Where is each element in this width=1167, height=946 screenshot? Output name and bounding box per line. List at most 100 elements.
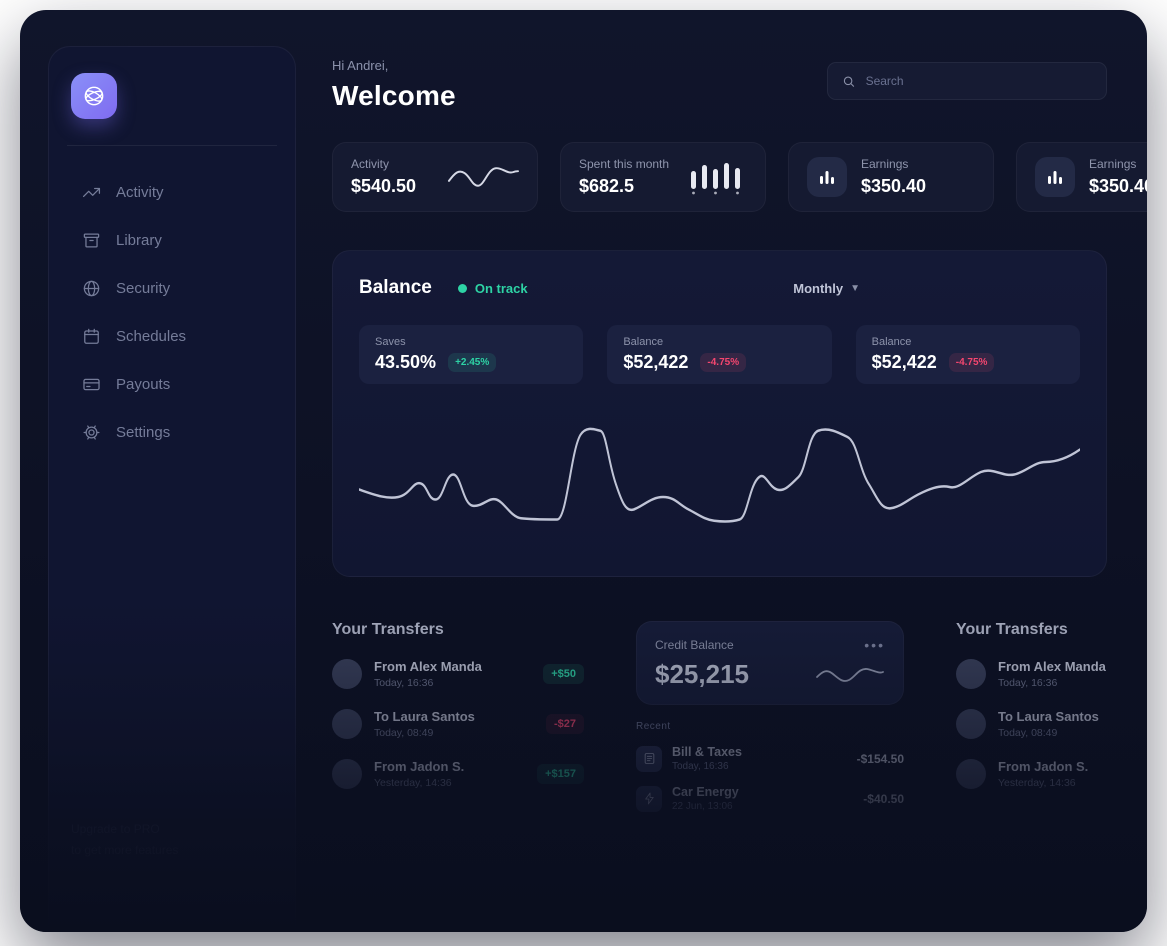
transfers-left: Your Transfers From Alex Manda Today, 16… xyxy=(332,621,584,812)
activity-icon xyxy=(81,182,101,202)
greeting-block: Hi Andrei, Welcome xyxy=(332,58,456,112)
page-title: Welcome xyxy=(332,80,456,111)
balance-card: Balance On track Monthly ▼ Saves 43.50% … xyxy=(332,250,1107,577)
energy-icon xyxy=(636,785,662,812)
sidebar-item-security[interactable]: Security xyxy=(71,264,273,312)
stat-value: $682.5 xyxy=(579,176,635,196)
sidebar-item-label: Schedules xyxy=(116,327,187,345)
bill-icon xyxy=(636,745,662,772)
calendar-icon xyxy=(81,326,101,346)
transfer-row[interactable]: To Laura Santos Today, 08:49 -$27 xyxy=(332,709,584,739)
sidebar-divider xyxy=(67,145,277,146)
transfer-row[interactable]: From Jadon S. Yesterday, 14:36 +$157 xyxy=(332,759,584,789)
transfer-name: To Laura Santos xyxy=(374,709,475,724)
avatar xyxy=(956,659,986,689)
mini-sparkline-icon xyxy=(816,667,884,682)
sidebar-item-activity[interactable]: Activity xyxy=(71,168,273,216)
stat-cards-row: Activity $540.50 Spent this month $682.5 xyxy=(332,142,1147,212)
security-globe-icon xyxy=(81,278,101,298)
metric-saves[interactable]: Saves 43.50% +2.45% xyxy=(359,325,584,384)
gear-icon xyxy=(81,422,101,442)
transfer-amount: +$157 xyxy=(537,764,584,784)
transfer-time: Today, 16:36 xyxy=(374,677,434,689)
stat-card-activity[interactable]: Activity $540.50 xyxy=(332,142,538,212)
search-input[interactable] xyxy=(827,62,1107,100)
sidebar-item-settings[interactable]: Settings xyxy=(71,408,273,456)
transfer-row[interactable]: To Laura Santos Today, 08:49 -$27 xyxy=(956,709,1147,739)
sidebar-item-label: Library xyxy=(116,231,162,249)
credit-balance-value: $25,215 xyxy=(655,659,749,689)
sidebar-nav: Activity Library Security Schedules xyxy=(71,168,273,456)
transfers-right: Your Transfers From Alex Manda Today, 16… xyxy=(956,621,1147,812)
upgrade-pro-text: Upgrade to PRO to get more features xyxy=(71,821,179,858)
credit-balance-card[interactable]: Credit Balance ••• $25,215 xyxy=(636,621,904,705)
search-field[interactable] xyxy=(865,74,1092,88)
header: Hi Andrei, Welcome xyxy=(332,58,1107,112)
delta-badge: +2.45% xyxy=(448,353,497,372)
credit-row[interactable]: Car Energy 22 Jun, 13:06 -$40.50 xyxy=(636,785,904,812)
more-menu-icon[interactable]: ••• xyxy=(864,637,885,653)
sidebar-item-label: Payouts xyxy=(116,375,171,393)
credit-item-time: 22 Jun, 13:06 xyxy=(672,801,733,812)
metric-value: $52,422 xyxy=(871,352,937,372)
earnings-bars-icon xyxy=(807,157,847,197)
transfer-name: From Jadon S. xyxy=(374,759,465,774)
stat-value: $350.40 xyxy=(861,176,927,196)
transfer-time: Today, 08:49 xyxy=(374,727,434,739)
bar-chart-icon xyxy=(691,163,740,195)
transfer-time: Today, 16:36 xyxy=(998,677,1058,689)
metric-balance-1[interactable]: Balance $52,422 -4.75% xyxy=(607,325,832,384)
transfer-amount: -$27 xyxy=(545,714,584,734)
stat-label: Spent this month xyxy=(579,157,670,171)
period-dropdown[interactable]: Monthly ▼ xyxy=(793,281,860,296)
credit-column: Credit Balance ••• $25,215 Recent xyxy=(636,621,904,812)
stat-label: Earnings xyxy=(1089,157,1137,171)
chevron-down-icon: ▼ xyxy=(850,282,860,294)
delta-badge: -4.75% xyxy=(700,353,747,372)
credit-item-time: Today, 16:36 xyxy=(672,761,729,772)
sidebar: Activity Library Security Schedules xyxy=(48,46,296,932)
credit-item-name: Car Energy xyxy=(672,785,739,799)
sidebar-item-schedules[interactable]: Schedules xyxy=(71,312,273,360)
greeting-text: Hi Andrei, xyxy=(332,58,389,73)
app-window: Activity Library Security Schedules xyxy=(20,10,1147,932)
metric-balance-2[interactable]: Balance $52,422 -4.75% xyxy=(855,325,1080,384)
transfer-name: From Jadon S. xyxy=(998,759,1089,774)
earnings-bars-icon xyxy=(1035,157,1075,197)
transfer-row[interactable]: From Jadon S. Yesterday, 14:36 +$157 xyxy=(956,759,1147,789)
credit-item-amount: -$154.50 xyxy=(856,751,904,766)
stat-card-earnings-1[interactable]: Earnings $350.40 xyxy=(788,142,994,212)
sidebar-item-label: Security xyxy=(116,279,171,297)
balance-line-chart xyxy=(359,412,1080,562)
library-icon xyxy=(81,230,101,250)
delta-badge: -4.75% xyxy=(948,353,995,372)
app-logo[interactable] xyxy=(71,73,117,119)
balance-title: Balance xyxy=(359,277,432,298)
credit-item-name: Bill & Taxes xyxy=(672,745,742,759)
sidebar-item-library[interactable]: Library xyxy=(71,216,273,264)
transfer-time: Today, 08:49 xyxy=(998,727,1058,739)
period-label: Monthly xyxy=(793,280,844,296)
status-dot xyxy=(457,283,467,293)
search-icon xyxy=(843,76,855,87)
transfer-amount: +$50 xyxy=(543,664,584,684)
stat-card-spent[interactable]: Spent this month $682.5 xyxy=(560,142,766,212)
stat-value: $350.40 xyxy=(1089,176,1147,196)
bottom-row: Your Transfers From Alex Manda Today, 16… xyxy=(332,621,1147,812)
stat-value: $540.50 xyxy=(351,176,417,196)
credit-balance-label: Credit Balance xyxy=(655,638,734,652)
balance-header: Balance On track Monthly ▼ xyxy=(359,277,1080,299)
stat-card-earnings-2[interactable]: Earnings $350.40 xyxy=(1016,142,1147,212)
sparkline-icon xyxy=(447,167,519,187)
sidebar-item-payouts[interactable]: Payouts xyxy=(71,360,273,408)
avatar xyxy=(956,759,986,789)
transfer-row[interactable]: From Alex Manda Today, 16:36 +$50 xyxy=(956,659,1147,689)
avatar xyxy=(956,709,986,739)
transfer-name: To Laura Santos xyxy=(998,709,1099,724)
on-track-status: On track xyxy=(457,281,528,296)
credit-row[interactable]: Bill & Taxes Today, 16:36 -$154.50 xyxy=(636,745,904,772)
balance-metrics: Saves 43.50% +2.45% Balance $52,422 -4.7… xyxy=(359,325,1080,384)
transfer-row[interactable]: From Alex Manda Today, 16:36 +$50 xyxy=(332,659,584,689)
transfer-name: From Alex Manda xyxy=(374,659,482,674)
